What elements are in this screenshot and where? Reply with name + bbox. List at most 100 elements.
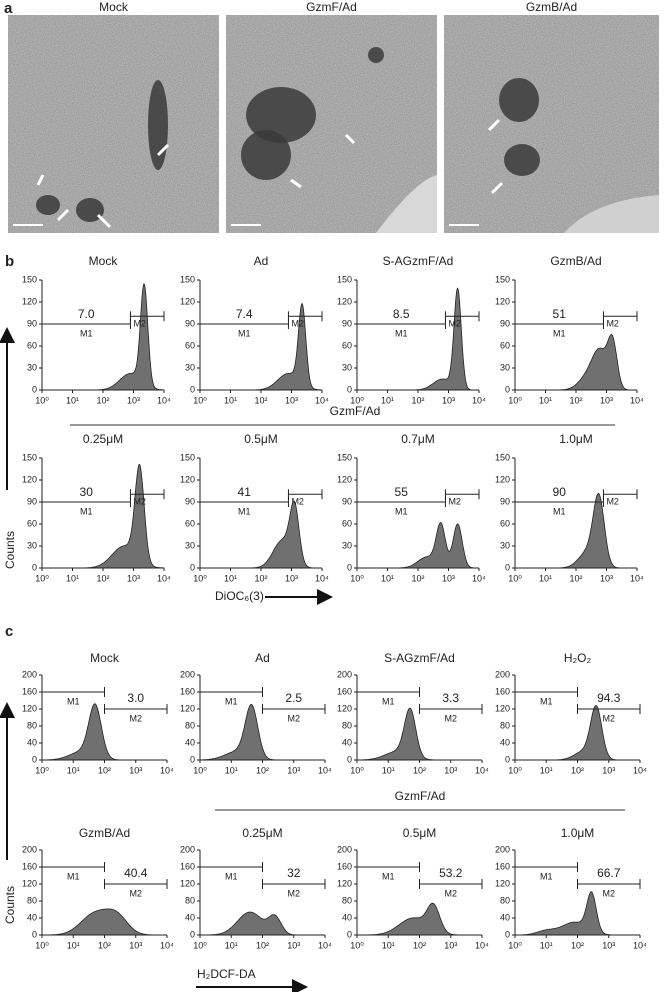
y-tick-label: 120 <box>495 878 510 888</box>
x-tick-label: 10⁰ <box>35 765 49 775</box>
x-tick-label: 10⁴ <box>315 395 329 405</box>
gate-value: 94.3 <box>597 691 621 705</box>
x-tick-label: 10³ <box>287 940 300 950</box>
gate-value: 90 <box>553 485 567 499</box>
y-tick-label: 150 <box>337 274 352 284</box>
x-tick-label: 10³ <box>600 395 613 405</box>
x-tick-label: 10³ <box>287 765 300 775</box>
x-tick-label: 10⁰ <box>35 940 49 950</box>
y-tick-label: 60 <box>185 340 195 350</box>
gate-name: M2 <box>133 497 146 507</box>
histogram <box>42 283 165 391</box>
y-tick-label: 150 <box>180 452 195 462</box>
gate-name: M2 <box>444 713 457 723</box>
x-tick-label: 10⁴ <box>630 395 644 405</box>
x-tick-label: 10⁴ <box>318 765 332 775</box>
group-label: GzmF/Ad <box>330 404 381 418</box>
y-tick-label: 40 <box>185 737 195 747</box>
x-tick-label: 10¹ <box>66 395 79 405</box>
plot-title: Mock <box>90 651 120 665</box>
y-tick-label: 60 <box>500 518 510 528</box>
gate-name: M1 <box>225 871 238 881</box>
histogram <box>357 287 479 391</box>
gate-name: M2 <box>287 713 300 723</box>
y-axis-label: Counts <box>3 886 17 924</box>
gate-value: 55 <box>395 485 409 499</box>
y-tick-label: 160 <box>495 861 510 871</box>
y-tick-label: 80 <box>27 895 37 905</box>
gate-name: M1 <box>238 506 251 516</box>
x-tick-label: 10¹ <box>382 765 395 775</box>
x-tick-label: 10² <box>411 395 424 405</box>
y-tick-label: 120 <box>337 703 352 713</box>
y-tick-label: 160 <box>337 861 352 871</box>
y-tick-label: 120 <box>337 878 352 888</box>
y-tick-label: 60 <box>500 340 510 350</box>
x-tick-label: 10¹ <box>225 940 238 950</box>
y-tick-label: 200 <box>337 669 352 679</box>
gate-name: M1 <box>553 506 566 516</box>
y-tick-label: 120 <box>180 703 195 713</box>
gate-value: 32 <box>287 866 301 880</box>
y-tick-label: 0 <box>505 754 510 764</box>
x-tick-label: 10⁴ <box>315 573 329 583</box>
gate-name: M1 <box>225 696 238 706</box>
gate-name: M1 <box>67 696 80 706</box>
cytoplasm-edge <box>564 195 659 233</box>
y-tick-label: 90 <box>342 318 352 328</box>
x-tick-label: 10² <box>569 395 582 405</box>
y-tick-label: 120 <box>22 878 37 888</box>
gate-name: M1 <box>238 328 251 338</box>
x-tick-label: 10³ <box>129 765 142 775</box>
y-tick-label: 160 <box>337 686 352 696</box>
y-tick-label: 0 <box>505 929 510 939</box>
mitochondrion <box>36 195 60 215</box>
y-tick-label: 30 <box>185 362 195 372</box>
y-tick-label: 120 <box>180 296 195 306</box>
y-tick-label: 0 <box>347 562 352 572</box>
gate-name: M2 <box>444 888 457 898</box>
y-tick-label: 120 <box>337 296 352 306</box>
x-tick-label: 10⁴ <box>160 765 174 775</box>
gate-value: 66.7 <box>597 866 621 880</box>
x-tick-label: 10⁴ <box>318 940 332 950</box>
panel-label: c <box>5 623 13 640</box>
gate-name: M1 <box>553 328 566 338</box>
x-tick-label: 10⁴ <box>472 395 486 405</box>
y-tick-label: 80 <box>500 720 510 730</box>
gate-name: M2 <box>602 888 615 898</box>
gate-name: M1 <box>540 871 553 881</box>
x-tick-label: 10⁴ <box>630 573 644 583</box>
gate-value: 7.4 <box>236 307 253 321</box>
histogram <box>200 911 325 936</box>
y-tick-label: 0 <box>190 929 195 939</box>
mitochondrion <box>246 87 316 143</box>
y-tick-label: 0 <box>32 754 37 764</box>
plot-title: 0.7μM <box>401 432 435 446</box>
y-tick-label: 40 <box>500 912 510 922</box>
y-tick-label: 160 <box>180 861 195 871</box>
gate-name: M2 <box>287 888 300 898</box>
x-tick-label: 10¹ <box>540 940 553 950</box>
gate-name: M1 <box>382 696 395 706</box>
plot-title: Mock <box>89 254 119 268</box>
y-tick-label: 60 <box>185 518 195 528</box>
x-tick-label: 10³ <box>127 395 140 405</box>
x-tick-label: 10⁴ <box>157 573 171 583</box>
x-tick-label: 10⁰ <box>350 940 364 950</box>
y-tick-label: 30 <box>185 540 195 550</box>
mitochondrion <box>148 80 168 170</box>
pointer-arrow <box>490 181 504 195</box>
gate-name: M1 <box>395 506 408 516</box>
x-tick-label: 10³ <box>127 573 140 583</box>
plot-title: 0.25μM <box>242 826 282 840</box>
x-tick-label: 10⁰ <box>193 940 207 950</box>
y-tick-label: 60 <box>27 340 37 350</box>
gate-name: M2 <box>606 319 619 329</box>
x-tick-label: 10³ <box>285 573 298 583</box>
x-tick-label: 10² <box>98 940 111 950</box>
gate-name: M1 <box>80 328 93 338</box>
plot-title: S-AGzmF/Ad <box>383 254 454 268</box>
x-tick-label: 10¹ <box>539 573 552 583</box>
histogram <box>357 902 482 936</box>
